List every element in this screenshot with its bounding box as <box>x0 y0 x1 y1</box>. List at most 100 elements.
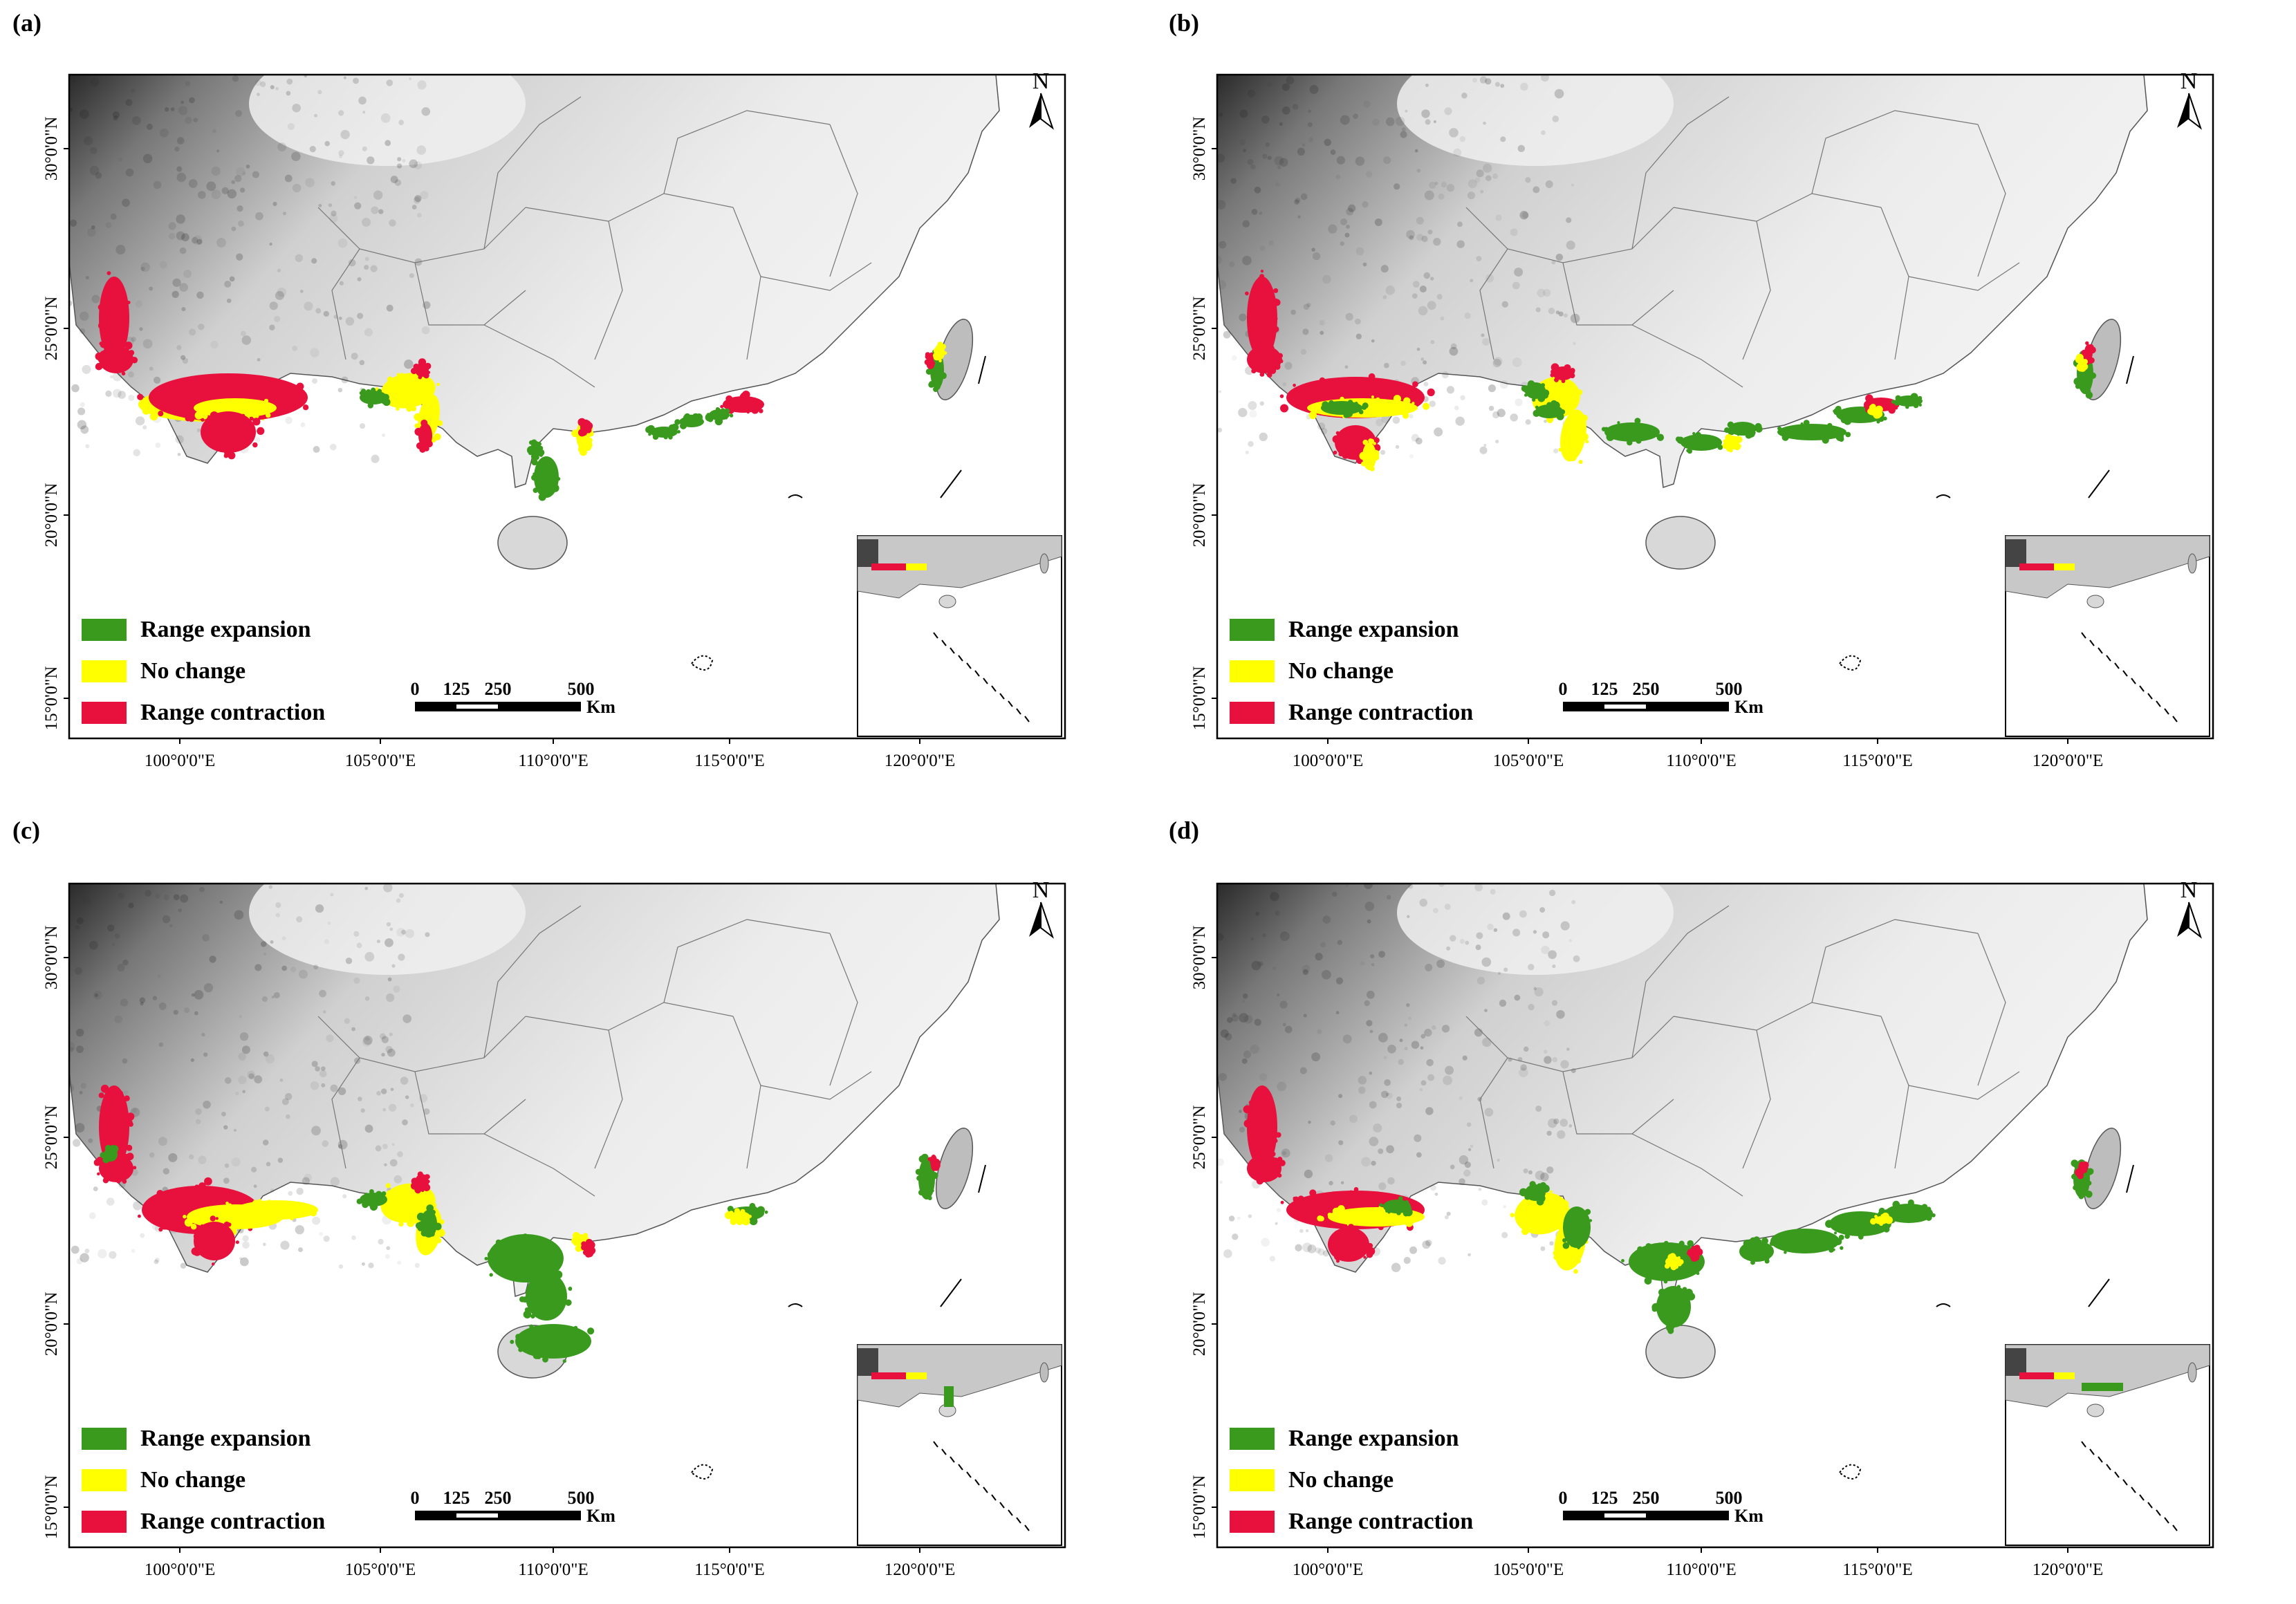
hainan-island <box>1645 1325 1716 1379</box>
lat-tick-label: 20°0'0"N <box>1190 483 1209 548</box>
range-expansion-area <box>488 1234 564 1283</box>
lon-tick-label: 110°0'0"E <box>518 1560 589 1579</box>
province-border <box>1977 933 2006 1086</box>
lat-tick-label: 20°0'0"N <box>42 1292 61 1356</box>
province-border <box>525 193 734 222</box>
panel-label-a: (a) <box>12 9 41 37</box>
range-expansion-area <box>918 1158 935 1200</box>
basin-region <box>249 884 526 975</box>
legend-label: Range contraction <box>1288 700 1473 725</box>
province-border <box>1631 1133 1743 1197</box>
scale-label: 250 <box>1633 1488 1660 1508</box>
province-border <box>1631 96 1730 250</box>
scale-label: 250 <box>485 679 512 699</box>
inset-map <box>2005 535 2210 737</box>
hainan-island <box>497 516 568 570</box>
range-expansion-area <box>360 391 387 404</box>
range-contraction-area <box>1247 1085 1277 1168</box>
range-contraction-area <box>99 346 133 373</box>
range-expansion-area <box>1681 434 1722 451</box>
range-expansion-area <box>1770 1229 1840 1253</box>
lat-tick-label: 15°0'0"N <box>42 666 61 731</box>
lat-tick-label: 15°0'0"N <box>1190 1475 1209 1540</box>
province-border <box>483 324 595 388</box>
lat-tick-label: 25°0'0"N <box>1190 297 1209 361</box>
map-panel-d: N Range expansion No change Range contracti… <box>1190 877 2214 1579</box>
land-mass <box>69 884 1000 1298</box>
basin-region <box>249 75 526 166</box>
province-border <box>1631 905 1730 1059</box>
scale-unit: Km <box>586 697 615 717</box>
legend-swatch <box>82 1511 127 1533</box>
islet <box>1838 655 1862 671</box>
province-border <box>331 248 360 360</box>
range-expansion-area <box>1777 424 1846 440</box>
lat-tick-label: 15°0'0"N <box>1190 666 1209 731</box>
legend-swatch <box>1230 1511 1275 1533</box>
map-panel-c: N Range expansion No change Range contracti… <box>42 877 1066 1579</box>
legend-label: No change <box>1288 1467 1394 1493</box>
range-contraction-area <box>1247 346 1281 373</box>
province-border <box>1673 1002 1882 1031</box>
range-expansion-area <box>1563 1206 1591 1248</box>
scale-label: 125 <box>1591 1488 1618 1508</box>
scale-label: 0 <box>1559 1488 1568 1508</box>
legend-swatch <box>1230 1469 1275 1491</box>
panel-label-b: (b) <box>1169 9 1199 37</box>
lat-tick-label: 30°0'0"N <box>1190 117 1209 181</box>
map-panel-a: N Range expansion No change Range contracti… <box>42 68 1066 770</box>
province-border <box>663 919 831 1003</box>
scale-label: 125 <box>443 679 470 699</box>
legend: Range expansion No change Range contractio… <box>82 617 325 725</box>
range-expansion-area <box>526 1272 567 1321</box>
lon-tick-label: 115°0'0"E <box>694 1560 765 1579</box>
range-expansion-area <box>1656 1286 1691 1327</box>
scale-unit: Km <box>1734 1506 1763 1526</box>
scale-label: 250 <box>485 1488 512 1508</box>
legend-label: Range contraction <box>1288 1509 1473 1534</box>
province-border <box>1811 919 1979 1003</box>
province-border <box>1908 1071 2020 1100</box>
inset-map <box>857 1344 1062 1546</box>
province-border <box>331 1057 360 1169</box>
province-border <box>483 96 582 250</box>
scale-label: 0 <box>411 1488 420 1508</box>
lat-tick-label: 20°0'0"N <box>1190 1292 1209 1356</box>
lon-tick-label: 100°0'0"E <box>145 1560 215 1579</box>
scale-label: 0 <box>1559 679 1568 699</box>
legend-label: Range expansion <box>140 1426 311 1451</box>
no-change-area <box>1515 1192 1570 1235</box>
range-expansion-area <box>1885 1204 1933 1223</box>
scale-label: 125 <box>443 1488 470 1508</box>
map-frame <box>1216 882 2214 1549</box>
islet <box>940 355 986 498</box>
province-border <box>1908 262 2020 291</box>
lat-tick-label: 15°0'0"N <box>42 1475 61 1540</box>
north-arrow: N <box>1029 68 1055 130</box>
hainan-island <box>1645 516 1716 570</box>
lon-tick-label: 105°0'0"E <box>1493 1560 1564 1579</box>
inset-map <box>857 535 1062 737</box>
province-border <box>1742 1029 1771 1169</box>
lat-tick-label: 30°0'0"N <box>42 926 61 990</box>
map-frame <box>1216 73 2214 740</box>
lon-tick-label: 105°0'0"E <box>345 1560 416 1579</box>
lon-tick-label: 100°0'0"E <box>1293 752 1363 770</box>
islet <box>1936 494 1951 498</box>
scale-unit: Km <box>1734 697 1763 717</box>
lon-tick-label: 110°0'0"E <box>518 752 589 770</box>
scale-unit: Km <box>586 1506 615 1526</box>
lon-tick-label: 105°0'0"E <box>345 752 416 770</box>
province-border <box>760 1071 872 1100</box>
scale-label: 500 <box>568 679 595 699</box>
legend-label: No change <box>1288 658 1394 684</box>
range-expansion-area <box>515 1324 591 1359</box>
map-panel-b: N Range expansion No change Range contracti… <box>1190 68 2214 770</box>
lon-tick-label: 115°0'0"E <box>1842 752 1913 770</box>
range-contraction-area <box>201 411 256 453</box>
lat-tick-label: 25°0'0"N <box>42 297 61 361</box>
no-change-area <box>380 373 436 409</box>
